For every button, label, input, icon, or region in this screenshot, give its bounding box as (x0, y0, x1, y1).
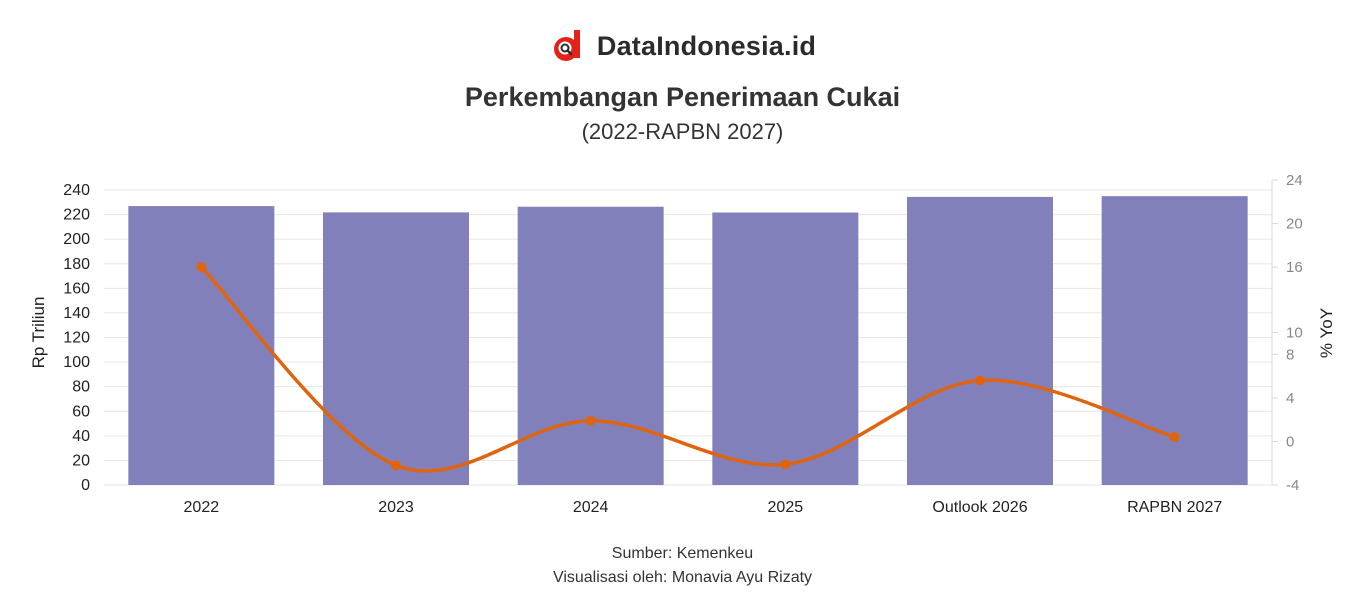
yoy-point (196, 262, 207, 273)
y2-tick-label: 20 (1286, 216, 1303, 233)
y-tick-label: 120 (63, 330, 90, 347)
y2-tick-label: 8 (1286, 346, 1294, 363)
y-tick-label: 180 (63, 256, 90, 273)
y-tick-label: 200 (63, 231, 90, 248)
dataindonesia-logo-icon (553, 30, 580, 61)
y-tick-label: 100 (63, 354, 90, 371)
y2-tick-label: -4 (1286, 477, 1299, 494)
bar (323, 212, 469, 485)
y-tick-label: 160 (63, 280, 90, 297)
y-tick-label: 240 (63, 182, 90, 199)
brand-name: DataIndonesia.id (596, 30, 817, 61)
bar (128, 206, 275, 485)
x-tick-label: 2022 (184, 499, 220, 516)
y-tick-label: 20 (72, 452, 90, 469)
y2-axis-label: % YoY (1317, 308, 1336, 358)
y-tick-label: 60 (72, 403, 90, 420)
y-tick-label: 80 (72, 379, 90, 396)
y-tick-label: 220 (63, 207, 90, 224)
y2-tick-label: 16 (1286, 259, 1303, 276)
source-note: Sumber: Kemenkeu (611, 545, 754, 562)
y-tick-label: 40 (72, 428, 90, 445)
y2-tick-label: 24 (1286, 172, 1303, 189)
y2-tick-label: 10 (1286, 325, 1303, 342)
chart-area: 0 20 40 60 80 100 120 140 160 180 200 220 240 -4 0 4 8 10… (29, 172, 1336, 516)
y-tick-label: 0 (81, 477, 90, 494)
chart-subtitle: (2022-RAPBN 2027) (581, 119, 784, 144)
yoy-point (391, 460, 401, 471)
x-tick-label: 2023 (378, 499, 414, 516)
yoy-point (780, 459, 791, 470)
yoy-line (200, 265, 1176, 473)
yoy-point (585, 415, 596, 426)
y2-tick-label: 4 (1286, 390, 1294, 407)
x-tick-label: RAPBN 2027 (1127, 499, 1222, 516)
x-tick-label: Outlook 2026 (932, 499, 1027, 516)
credit-note: Visualisasi oleh: Monavia Ayu Rizaty (552, 569, 813, 586)
y-tick-label: 140 (63, 305, 90, 322)
y-axis-label: Rp Triliun (29, 297, 48, 369)
yoy-point (1169, 432, 1180, 443)
bar (907, 196, 1053, 485)
y2-tick-label: 0 (1286, 433, 1294, 450)
x-tick-label: 2024 (573, 499, 609, 516)
bar (712, 212, 859, 485)
x-tick-label: 2025 (768, 499, 804, 516)
brand-header: DataIndonesia.id (0, 24, 1365, 68)
yoy-point (975, 375, 985, 386)
chart-title: Perkembangan Penerimaan Cukai (464, 82, 901, 112)
bar (517, 206, 664, 485)
